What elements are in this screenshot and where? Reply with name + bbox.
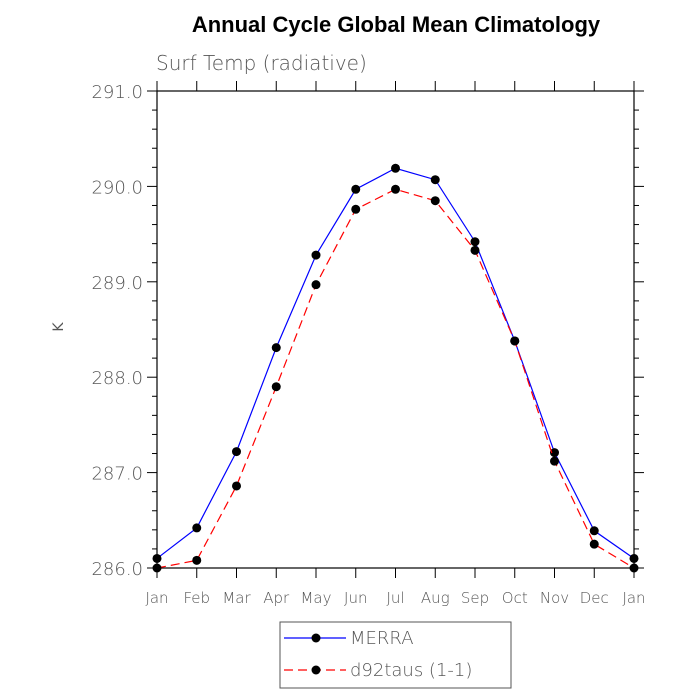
series-line-1: [156, 188, 635, 569]
legend-label-merra: MERRA: [350, 628, 414, 649]
x-tick-label: Nov: [540, 589, 569, 607]
x-tick-label: Jan: [622, 589, 645, 607]
x-tick-label: Feb: [183, 589, 210, 607]
data-point: [232, 447, 241, 457]
data-point: [629, 563, 639, 573]
data-point: [152, 553, 162, 563]
y-axis-label: K: [51, 322, 67, 332]
data-point: [391, 184, 400, 194]
chart-title: Annual Cycle Global Mean Climatology: [192, 12, 601, 37]
y-tick-label: 289.0: [91, 273, 143, 294]
x-tick-label: Aug: [421, 589, 450, 607]
y-tick-label: 288.0: [91, 368, 143, 389]
data-point: [232, 481, 241, 491]
y-tick-label: 291.0: [91, 82, 143, 103]
data-point: [589, 539, 599, 549]
data-point: [351, 184, 361, 194]
data-point: [271, 343, 281, 353]
x-tick-label: Jul: [386, 589, 404, 607]
y-tick-label: 286.0: [91, 559, 143, 580]
y-tick-labels: 286.0 287.0 288.0 289.0 290.0 291.0: [91, 82, 143, 580]
x-tick-label: Mar: [222, 589, 251, 607]
chart-subtitle: Surf Temp (radiative): [156, 51, 367, 75]
data-point: [589, 526, 599, 536]
axis-ticks: [147, 81, 644, 578]
legend-box: [279, 621, 512, 689]
data-point: [192, 555, 202, 565]
data-series: [152, 163, 639, 573]
data-point: [470, 245, 480, 255]
x-tick-label: May: [300, 589, 331, 607]
x-tick-label: Jan: [145, 589, 168, 607]
legend-marker-merra: [311, 633, 321, 643]
y-tick-label: 290.0: [91, 177, 143, 198]
x-tick-label: Jun: [344, 589, 367, 607]
x-tick-label: Sep: [461, 589, 489, 607]
data-point: [311, 250, 321, 260]
legend: MERRA d92taus (1-1): [279, 621, 512, 689]
data-point: [391, 163, 400, 173]
legend-label-d92taus: d92taus (1-1): [350, 660, 472, 681]
data-point: [152, 563, 162, 573]
data-point: [470, 237, 480, 247]
data-point: [430, 196, 440, 206]
y-tick-label: 287.0: [91, 464, 143, 485]
x-tick-labels: Jan Feb Mar Apr May Jun Jul Aug Sep Oct Nov Dec Jan: [145, 589, 645, 607]
legend-marker-d92taus: [311, 665, 321, 675]
data-point: [550, 448, 559, 458]
x-tick-label: Apr: [263, 589, 290, 607]
data-point: [271, 382, 281, 392]
data-point: [430, 175, 440, 185]
data-point: [550, 456, 559, 466]
x-tick-label: Oct: [502, 589, 528, 607]
data-point: [351, 204, 361, 214]
data-point: [192, 523, 202, 533]
plot-frame: [156, 90, 635, 569]
data-point: [510, 336, 520, 346]
data-point: [629, 553, 639, 563]
data-point: [311, 280, 321, 290]
x-tick-label: Dec: [580, 589, 609, 607]
series-line-0: [156, 167, 635, 559]
